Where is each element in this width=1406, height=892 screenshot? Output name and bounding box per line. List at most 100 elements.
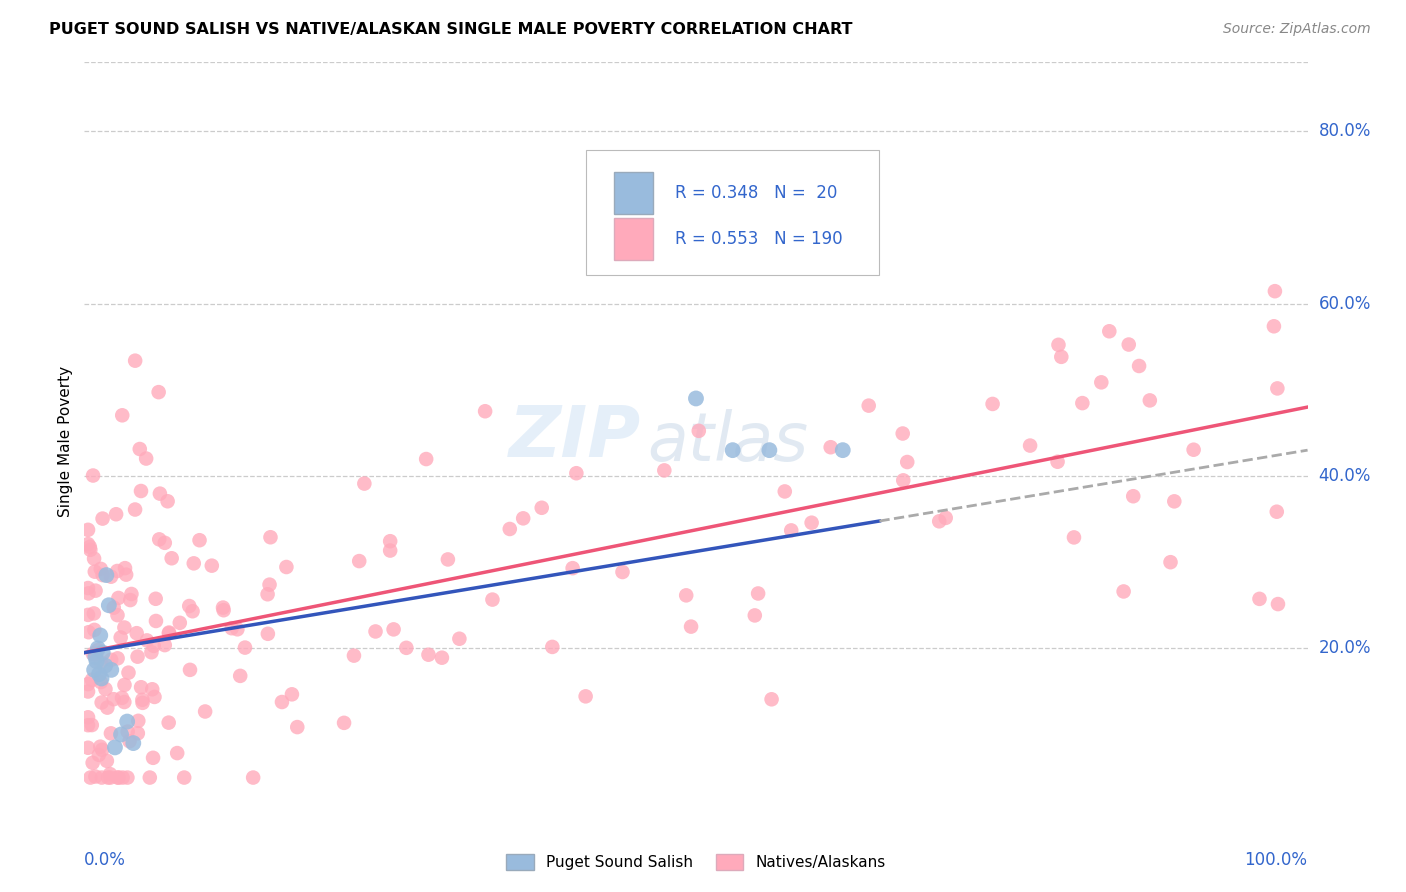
Text: Source: ZipAtlas.com: Source: ZipAtlas.com <box>1223 22 1371 37</box>
Point <box>145 614 167 628</box>
FancyBboxPatch shape <box>614 218 654 260</box>
Point <box>1267 597 1289 611</box>
Point <box>160 551 183 566</box>
Point <box>96 700 118 714</box>
Point <box>242 771 264 785</box>
Point <box>100 570 122 584</box>
Point <box>179 663 201 677</box>
Point <box>1160 555 1182 569</box>
Point <box>1264 284 1286 298</box>
Point <box>474 404 496 418</box>
Point <box>681 619 703 633</box>
Point <box>271 695 294 709</box>
Point <box>157 625 180 640</box>
Point <box>77 537 100 551</box>
Text: R = 0.348   N =  20: R = 0.348 N = 20 <box>675 185 838 202</box>
Point <box>84 649 107 664</box>
Point <box>380 534 402 549</box>
Point <box>173 771 195 785</box>
Point <box>395 640 418 655</box>
Point <box>83 663 105 677</box>
Point <box>86 654 108 668</box>
Point <box>449 632 471 646</box>
Point <box>212 603 235 617</box>
Point <box>77 710 100 724</box>
Point <box>415 452 437 467</box>
Point <box>83 647 105 661</box>
Text: R = 0.553   N = 190: R = 0.553 N = 190 <box>675 230 842 248</box>
Point <box>120 587 142 601</box>
Point <box>103 692 125 706</box>
Point <box>1118 337 1140 351</box>
Point <box>91 646 114 660</box>
Point <box>721 443 744 458</box>
Point <box>83 623 105 637</box>
Point <box>110 631 132 645</box>
Point <box>758 443 780 458</box>
Point <box>256 587 278 601</box>
Point <box>94 658 117 673</box>
Point <box>259 530 281 544</box>
Point <box>120 593 142 607</box>
Point <box>111 409 134 423</box>
Point <box>100 663 122 677</box>
Text: 0.0%: 0.0% <box>84 851 127 869</box>
Point <box>285 720 308 734</box>
Point <box>114 678 136 692</box>
Point <box>1050 350 1073 364</box>
Point <box>437 552 460 566</box>
Point <box>744 608 766 623</box>
Point <box>129 483 152 498</box>
Point <box>96 568 118 582</box>
Point <box>89 628 111 642</box>
Point <box>98 767 121 781</box>
Point <box>281 687 304 701</box>
Point <box>430 650 453 665</box>
Point <box>612 565 634 579</box>
Point <box>382 623 405 637</box>
Point <box>135 451 157 466</box>
Point <box>107 608 129 623</box>
Point <box>221 621 243 635</box>
Point <box>77 718 100 732</box>
Point <box>652 463 675 477</box>
Point <box>125 626 148 640</box>
Point <box>127 649 149 664</box>
Point <box>77 625 100 640</box>
Point <box>90 562 112 576</box>
Point <box>91 568 114 582</box>
Point <box>115 567 138 582</box>
Point <box>935 511 957 525</box>
Point <box>1046 455 1069 469</box>
Point <box>773 484 796 499</box>
Point <box>347 554 370 568</box>
Text: PUGET SOUND SALISH VS NATIVE/ALASKAN SINGLE MALE POVERTY CORRELATION CHART: PUGET SOUND SALISH VS NATIVE/ALASKAN SIN… <box>49 22 852 37</box>
Point <box>1122 489 1144 503</box>
Point <box>80 673 103 687</box>
Point <box>1071 396 1094 410</box>
Point <box>233 640 256 655</box>
Point <box>77 677 100 691</box>
Point <box>183 557 205 571</box>
Point <box>128 442 150 456</box>
Point <box>104 740 127 755</box>
Point <box>169 615 191 630</box>
Point <box>131 696 153 710</box>
Point <box>685 392 707 406</box>
Point <box>100 653 122 667</box>
Point <box>1112 584 1135 599</box>
Point <box>77 740 100 755</box>
Point <box>1267 381 1289 395</box>
Point <box>212 600 235 615</box>
Point <box>83 607 105 621</box>
Point <box>364 624 387 639</box>
Point <box>541 640 564 654</box>
Point <box>1139 393 1161 408</box>
Point <box>575 690 598 704</box>
Point <box>127 726 149 740</box>
Point <box>79 540 101 554</box>
Point <box>96 754 118 768</box>
Point <box>87 747 110 762</box>
Point <box>891 426 914 441</box>
FancyBboxPatch shape <box>586 150 880 275</box>
